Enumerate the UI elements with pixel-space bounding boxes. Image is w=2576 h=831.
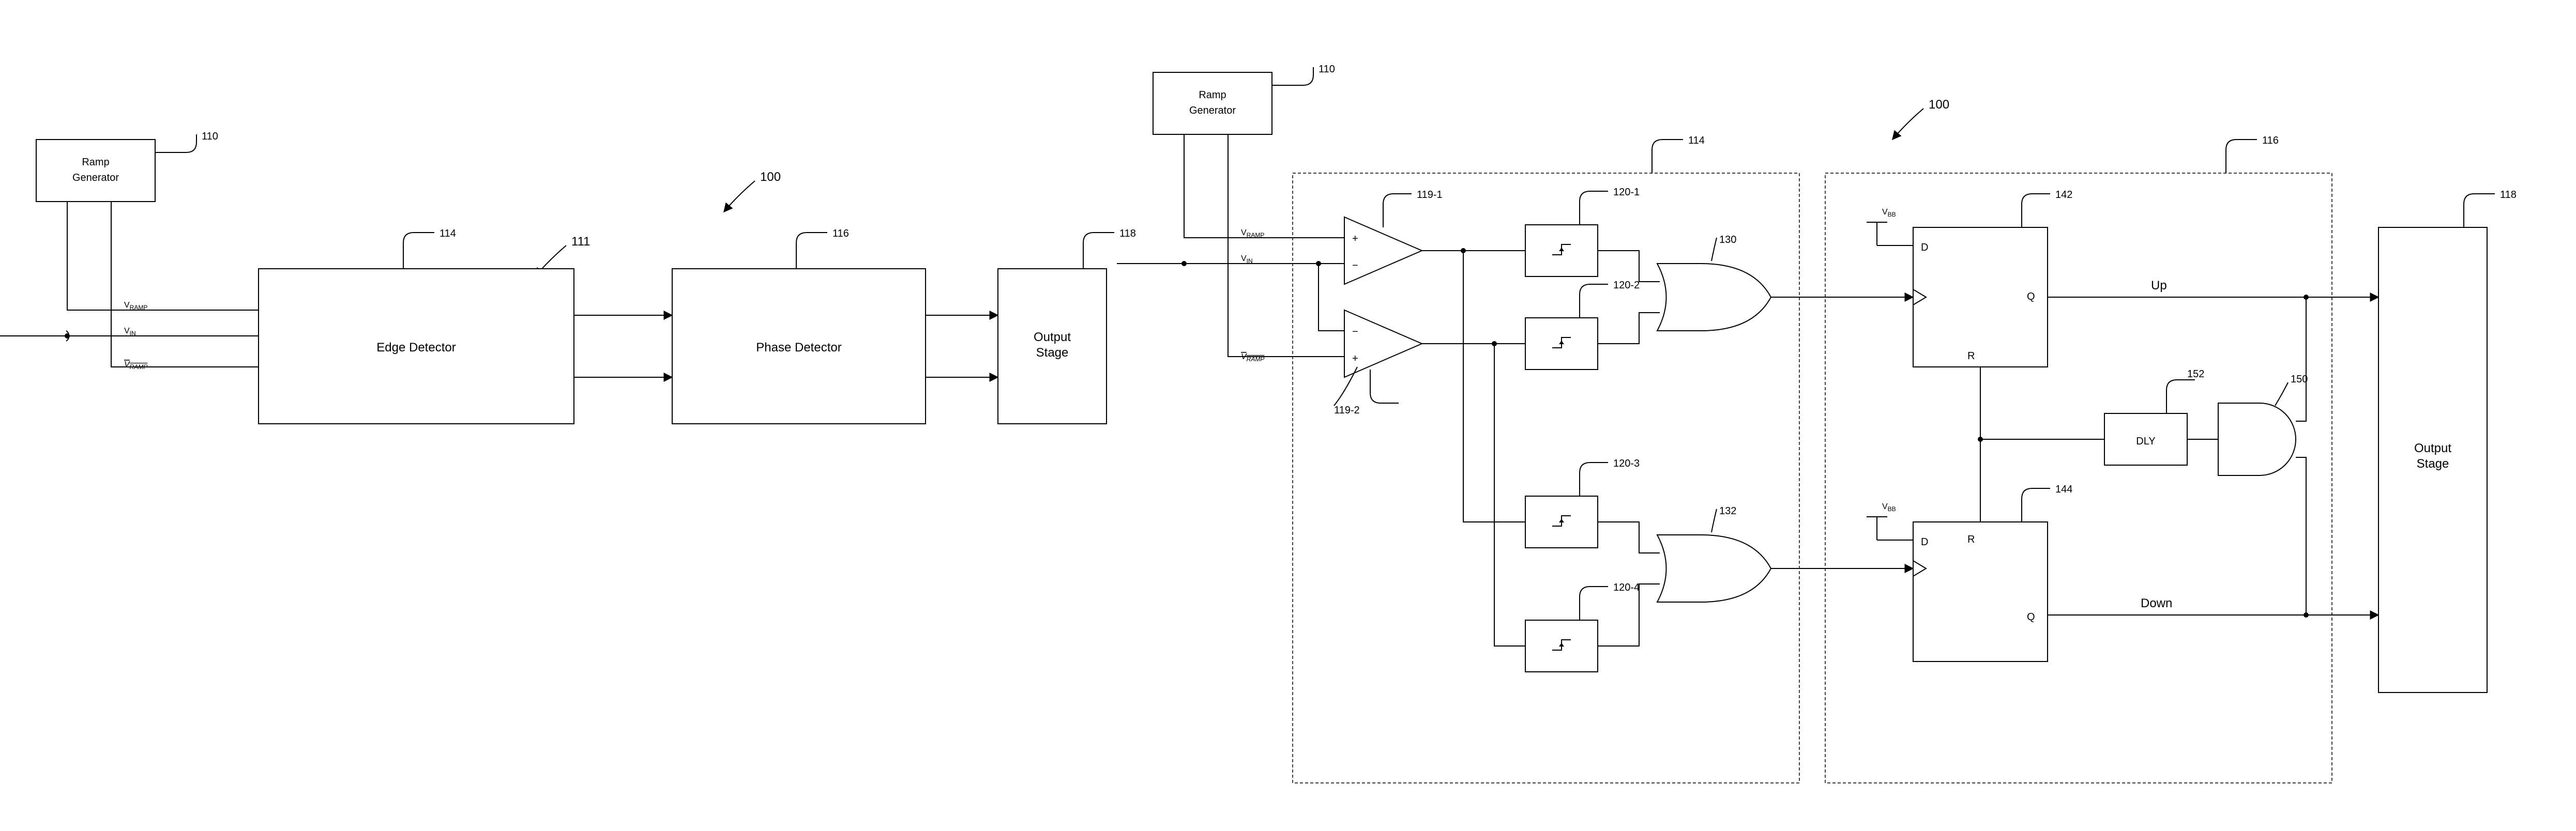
svg-text:Q: Q: [2027, 611, 2035, 623]
vrampbar-label: VRAMP: [124, 360, 147, 371]
inputs-r: VRAMP VIN VRAMP: [1117, 134, 1344, 363]
and-gate-150: 150: [2218, 374, 2308, 475]
svg-text:DLY: DLY: [2136, 436, 2155, 447]
edge-120-1: 120-1: [1525, 187, 1640, 276]
comp1-tag: 119-1: [1417, 189, 1443, 201]
output-stage-line2: Stage: [1036, 346, 1069, 360]
svg-text:152: 152: [2187, 368, 2204, 380]
dly-block: DLY 152: [2104, 368, 2204, 465]
svg-text:D: D: [1921, 536, 1928, 548]
or-gate-130: 130: [1657, 234, 1771, 331]
ramp-generator-block: Ramp Generator 110: [36, 131, 218, 202]
ramp-gen-line2: Generator: [72, 172, 119, 183]
output-stage-block: Output Stage 118: [998, 228, 1136, 424]
ramp-gen-line1: Ramp: [82, 157, 109, 168]
input-wires: VRAMP VIN VRAMP: [0, 202, 259, 371]
output-stage-block-r: Output Stage 118: [2378, 189, 2517, 692]
output-stage-line1: Output: [1034, 330, 1071, 344]
figure-right: 100 Ramp Generator 110 114 116: [1117, 64, 2517, 783]
or-gate-132: 132: [1657, 505, 1771, 602]
flipflop-142: D Q R 142 VBB: [1867, 189, 2072, 367]
svg-text:144: 144: [2055, 484, 2072, 495]
svg-text:142: 142: [2055, 189, 2072, 201]
ref-111-label: 111: [571, 235, 590, 249]
svg-text:120-4: 120-4: [1613, 582, 1640, 593]
svg-text:D: D: [1921, 242, 1928, 253]
up-label: Up: [2151, 279, 2167, 293]
edge-detector-tag: 114: [440, 228, 456, 239]
ramp-gen-tag: 110: [202, 131, 218, 142]
edge-detector-text: Edge Detector: [376, 341, 456, 355]
ref-100-label: 100: [760, 170, 781, 184]
svg-text:120-2: 120-2: [1613, 280, 1640, 291]
comparator-1: + − 119-1: [1344, 189, 1443, 284]
svg-text:+: +: [1352, 353, 1358, 364]
svg-text:VBB: VBB: [1882, 208, 1896, 218]
svg-text:Ramp: Ramp: [1199, 89, 1226, 101]
svg-text:132: 132: [1719, 505, 1736, 517]
svg-text:Output: Output: [2414, 441, 2451, 455]
output-stage-tag: 118: [1119, 228, 1136, 239]
down-label: Down: [2141, 596, 2172, 610]
edge-box-tag: 114: [1688, 135, 1705, 146]
phase-box-tag: 116: [2262, 135, 2279, 146]
svg-text:Stage: Stage: [2417, 457, 2449, 471]
edge-120-3: 120-3: [1525, 458, 1640, 548]
ramp-gen-tag-r: 110: [1319, 64, 1335, 75]
comp2-tag: 119-2: [1334, 405, 1360, 416]
ramp-generator-block-r: Ramp Generator 110: [1153, 64, 1335, 134]
edge-120-4: 120-4: [1525, 582, 1640, 672]
svg-text:130: 130: [1719, 234, 1736, 245]
svg-text:VBB: VBB: [1882, 502, 1896, 513]
phase-detector-block: Phase Detector 116: [672, 228, 926, 424]
svg-text:R: R: [1967, 350, 1975, 362]
svg-text:R: R: [1967, 534, 1975, 545]
phase-detector-text: Phase Detector: [756, 341, 841, 355]
ref-100-r-label: 100: [1929, 98, 1949, 112]
svg-text:120-1: 120-1: [1613, 187, 1640, 198]
figure-left: 100 111 Ramp Generator 110: [0, 131, 1136, 424]
svg-text:118: 118: [2500, 189, 2517, 201]
svg-text:−: −: [1352, 260, 1358, 271]
edge-120-2: 120-2: [1525, 280, 1640, 370]
svg-text:Generator: Generator: [1189, 105, 1236, 116]
svg-text:150: 150: [2291, 374, 2308, 385]
svg-text:−: −: [1352, 326, 1358, 337]
vrampbar-label-r: VRAMP: [1241, 352, 1264, 363]
ref-100-r: 100: [1892, 98, 1949, 140]
phase-dashed-box: [1825, 173, 2332, 783]
edge-detector-block: Edge Detector 114: [259, 228, 574, 424]
svg-text:+: +: [1352, 233, 1358, 244]
phase-detector-tag: 116: [832, 228, 849, 239]
comparator-2: − + 119-2: [1334, 310, 1422, 416]
svg-text:120-3: 120-3: [1613, 458, 1640, 469]
svg-text:Q: Q: [2027, 291, 2035, 302]
ref-100: 100: [724, 170, 781, 212]
flipflop-144: D Q R 144 VBB: [1867, 484, 2072, 661]
